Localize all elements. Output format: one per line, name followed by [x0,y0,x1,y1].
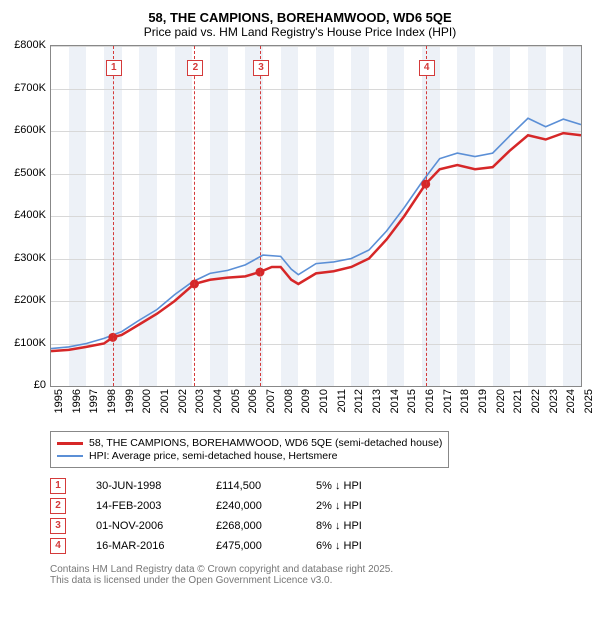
sales-row: 2 14-FEB-2003 £240,000 2% ↓ HPI [50,498,590,514]
sales-row-date: 16-MAR-2016 [96,540,186,552]
footer-line-2: This data is licensed under the Open Gov… [50,575,590,586]
sales-row-date: 14-FEB-2003 [96,500,186,512]
sales-row-diff: 6% ↓ HPI [316,540,396,552]
sales-row-diff: 8% ↓ HPI [316,520,396,532]
legend-swatch-blue [57,455,83,457]
sales-row-price: £475,000 [216,540,286,552]
x-tick-label: 2016 [424,389,436,413]
legend-label-1: 58, THE CAMPIONS, BOREHAMWOOD, WD6 5QE (… [89,437,442,449]
sales-row: 3 01-NOV-2006 £268,000 8% ↓ HPI [50,518,590,534]
x-tick-label: 2019 [477,389,489,413]
x-tick-label: 2011 [336,389,348,413]
legend-label-2: HPI: Average price, semi-detached house,… [89,450,337,462]
y-tick-label: £500K [10,167,46,179]
sales-row-badge: 2 [50,498,66,514]
x-tick-label: 2017 [442,389,454,413]
x-tick-label: 2018 [459,389,471,413]
series-price_paid [51,133,581,351]
x-tick-label: 1999 [124,389,136,413]
title-line-1: 58, THE CAMPIONS, BOREHAMWOOD, WD6 5QE [10,10,590,25]
sales-table: 1 30-JUN-1998 £114,500 5% ↓ HPI 2 14-FEB-2003… [50,478,590,554]
x-tick-label: 2002 [177,389,189,413]
sales-row-price: £114,500 [216,480,286,492]
x-tick-label: 2000 [141,389,153,413]
sales-row-diff: 5% ↓ HPI [316,480,396,492]
sale-marker-badge: 3 [253,60,269,76]
sale-marker-line [113,46,114,386]
x-tick-label: 2001 [159,389,171,413]
y-tick-label: £800K [10,39,46,51]
chart-container: £0£100K£200K£300K£400K£500K£600K£700K£80… [10,45,590,427]
x-tick-label: 2008 [283,389,295,413]
x-tick-label: 1998 [106,389,118,413]
x-axis-ticks: 1995 1996 1997 1998 1999 2000 2001 2002 2003 2004… [50,387,580,427]
sales-row-date: 01-NOV-2006 [96,520,186,532]
x-tick-label: 2025 [583,389,595,413]
y-tick-label: £0 [10,379,46,391]
sales-row-diff: 2% ↓ HPI [316,500,396,512]
x-tick-label: 2005 [230,389,242,413]
y-tick-label: £300K [10,252,46,264]
legend-swatch-red [57,442,83,445]
y-tick-label: £400K [10,209,46,221]
x-tick-label: 2006 [247,389,259,413]
plot-area: 1 2 3 4 [50,45,582,387]
sales-row-badge: 3 [50,518,66,534]
x-tick-label: 1996 [71,389,83,413]
x-tick-label: 1995 [53,389,65,413]
footer-attribution: Contains HM Land Registry data © Crown c… [50,564,590,586]
sale-marker-line [426,46,427,386]
x-tick-label: 2012 [353,389,365,413]
x-tick-label: 2021 [512,389,524,413]
legend-item-price-paid: 58, THE CAMPIONS, BOREHAMWOOD, WD6 5QE (… [57,437,442,449]
sales-row-date: 30-JUN-1998 [96,480,186,492]
x-tick-label: 2003 [194,389,206,413]
x-tick-label: 2014 [389,389,401,413]
x-tick-label: 2004 [212,389,224,413]
sales-row-badge: 1 [50,478,66,494]
x-tick-label: 2010 [318,389,330,413]
series-hpi [51,118,581,348]
chart-title-block: 58, THE CAMPIONS, BOREHAMWOOD, WD6 5QE P… [10,10,590,39]
x-tick-label: 2023 [548,389,560,413]
sales-row: 4 16-MAR-2016 £475,000 6% ↓ HPI [50,538,590,554]
title-line-2: Price paid vs. HM Land Registry's House … [10,25,590,39]
x-tick-label: 2015 [406,389,418,413]
x-tick-label: 1997 [88,389,100,413]
sales-row-price: £240,000 [216,500,286,512]
legend-item-hpi: HPI: Average price, semi-detached house,… [57,450,442,462]
footer-line-1: Contains HM Land Registry data © Crown c… [50,564,590,575]
x-tick-label: 2013 [371,389,383,413]
x-tick-label: 2007 [265,389,277,413]
sale-marker-badge: 1 [106,60,122,76]
y-tick-label: £100K [10,337,46,349]
y-tick-label: £600K [10,124,46,136]
x-tick-label: 2024 [565,389,577,413]
sales-row-badge: 4 [50,538,66,554]
y-tick-label: £200K [10,294,46,306]
legend: 58, THE CAMPIONS, BOREHAMWOOD, WD6 5QE (… [50,431,449,468]
sales-row-price: £268,000 [216,520,286,532]
sale-marker-badge: 2 [187,60,203,76]
sales-row: 1 30-JUN-1998 £114,500 5% ↓ HPI [50,478,590,494]
x-tick-label: 2009 [300,389,312,413]
sale-marker-badge: 4 [419,60,435,76]
x-tick-label: 2022 [530,389,542,413]
sale-marker-line [260,46,261,386]
line-series-svg [51,46,581,386]
sale-marker-line [194,46,195,386]
x-tick-label: 2020 [495,389,507,413]
y-tick-label: £700K [10,82,46,94]
